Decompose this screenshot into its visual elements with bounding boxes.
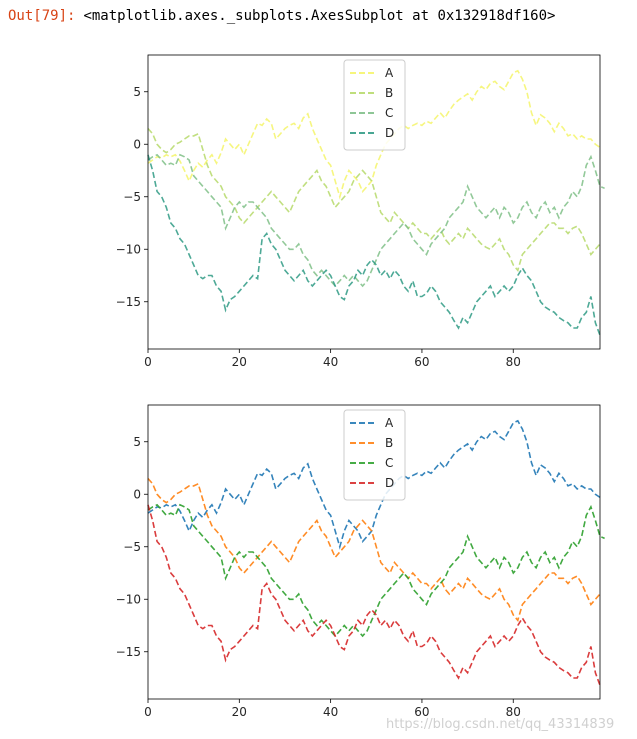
y-tick-label: −10	[116, 592, 141, 606]
output-text: <matplotlib.axes._subplots.AxesSubplot a…	[83, 8, 556, 24]
x-tick-label: 0	[144, 705, 152, 719]
y-tick-label: −15	[116, 645, 141, 659]
legend-label-c: C	[385, 106, 393, 120]
axes-frame	[147, 404, 601, 700]
legend-box	[343, 59, 406, 151]
legend-label-c: C	[385, 456, 393, 470]
y-tick-label: 0	[133, 137, 141, 151]
x-tick-label: 0	[144, 355, 152, 369]
x-tick-label: 60	[414, 355, 429, 369]
x-tick-label: 40	[323, 705, 338, 719]
legend-label-b: B	[385, 436, 393, 450]
series-line-d	[147, 154, 601, 336]
x-tick-label: 80	[506, 705, 521, 719]
x-tick-label: 60	[414, 705, 429, 719]
series-line-b	[147, 477, 601, 622]
series-line-c	[147, 153, 605, 288]
y-tick-label: 5	[133, 85, 141, 99]
x-tick-label: 20	[232, 705, 247, 719]
legend-box	[343, 409, 406, 501]
legend-label-b: B	[385, 86, 393, 100]
series-line-c	[147, 503, 605, 638]
output-line: Out[79]: <matplotlib.axes._subplots.AxesS…	[8, 8, 555, 24]
x-tick-label: 20	[232, 355, 247, 369]
x-tick-label: 80	[506, 355, 521, 369]
legend-label-a: A	[385, 66, 394, 80]
series-line-d	[147, 504, 601, 686]
legend-label-a: A	[385, 416, 394, 430]
x-tick-label: 40	[323, 355, 338, 369]
y-tick-label: −5	[123, 190, 141, 204]
y-tick-label: 0	[133, 487, 141, 501]
y-tick-label: 5	[133, 435, 141, 449]
series-line-b	[147, 127, 601, 272]
y-tick-label: −15	[116, 295, 141, 309]
watermark: https://blog.csdn.net/qq_43314839	[386, 717, 614, 732]
series-line-a	[147, 419, 601, 550]
series-line-a	[147, 69, 601, 200]
y-tick-label: −5	[123, 540, 141, 554]
axes-frame	[147, 54, 601, 350]
y-tick-label: −10	[116, 242, 141, 256]
legend-label-d: D	[385, 476, 394, 490]
legend-label-d: D	[385, 126, 394, 140]
output-prompt: Out[79]:	[8, 8, 76, 24]
